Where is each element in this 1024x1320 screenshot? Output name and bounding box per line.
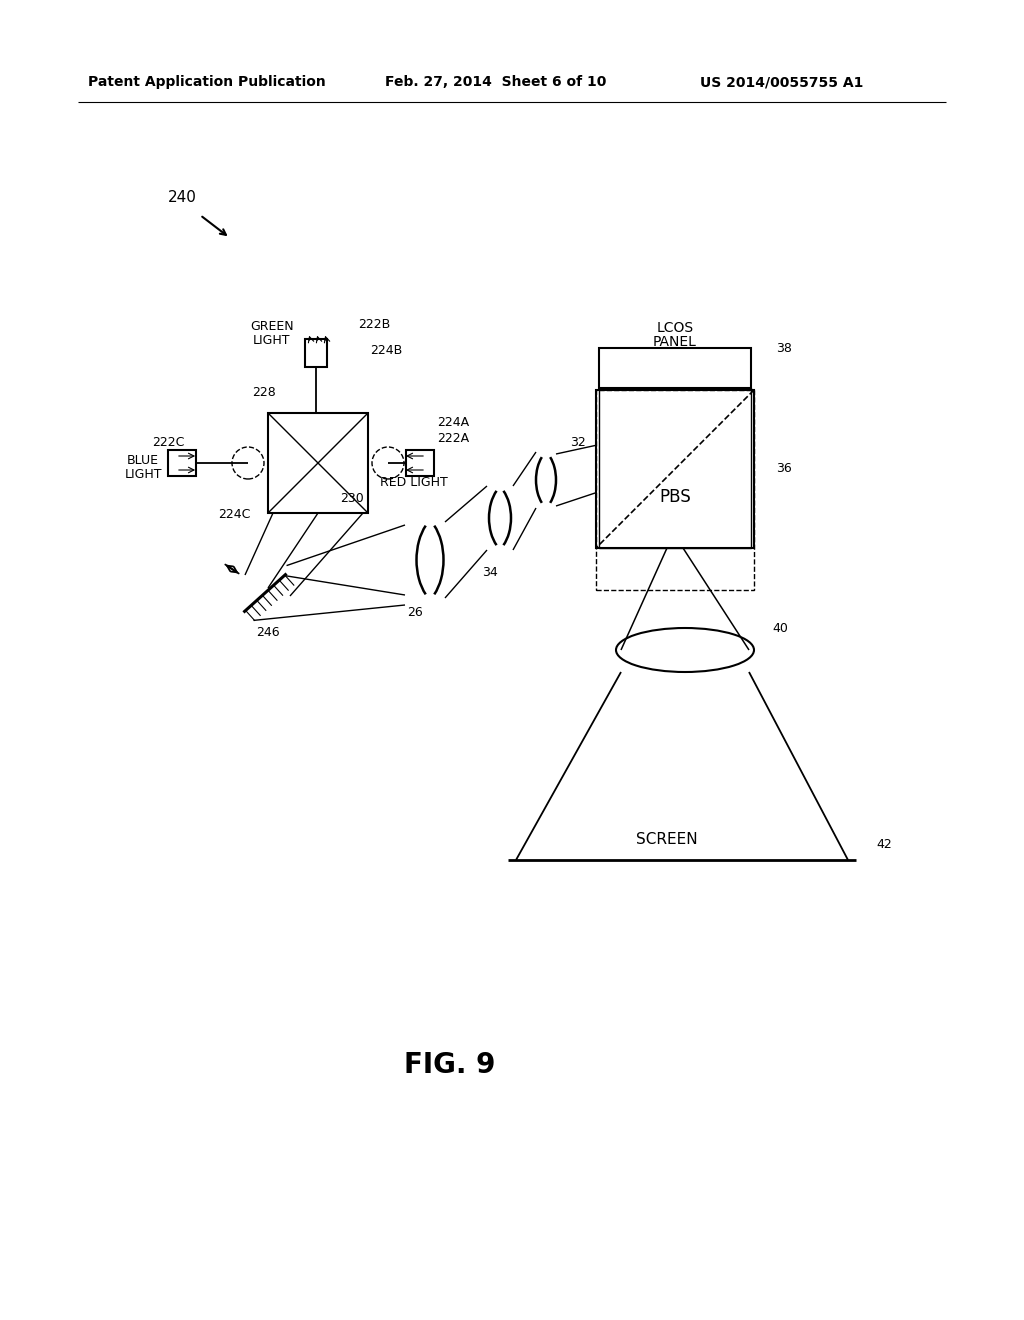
Text: 32: 32 [570, 436, 586, 449]
Text: 36: 36 [776, 462, 792, 475]
Text: 222C: 222C [152, 436, 184, 449]
Text: LIGHT: LIGHT [253, 334, 291, 346]
Text: PANEL: PANEL [653, 335, 697, 348]
Text: 240: 240 [168, 190, 197, 206]
Bar [305, 339, 327, 367]
Text: GREEN: GREEN [250, 319, 294, 333]
Text: Patent Application Publication: Patent Application Publication [88, 75, 326, 88]
Bar [596, 389, 754, 590]
Text: 222A: 222A [437, 433, 469, 446]
Text: LCOS: LCOS [656, 321, 693, 335]
Bar [599, 388, 751, 548]
Text: 224B: 224B [370, 343, 402, 356]
Text: Feb. 27, 2014  Sheet 6 of 10: Feb. 27, 2014 Sheet 6 of 10 [385, 75, 606, 88]
Text: FIG. 9: FIG. 9 [404, 1051, 496, 1078]
Text: 42: 42 [876, 838, 892, 851]
Text: PBS: PBS [659, 488, 691, 507]
Text: BLUE: BLUE [127, 454, 159, 466]
Text: 246: 246 [256, 626, 280, 639]
Text: US 2014/0055755 A1: US 2014/0055755 A1 [700, 75, 863, 88]
Text: SCREEN: SCREEN [636, 833, 697, 847]
Bar [168, 450, 196, 477]
Text: 38: 38 [776, 342, 792, 355]
Bar [599, 348, 751, 388]
Text: 222B: 222B [358, 318, 390, 331]
Text: 230: 230 [340, 491, 364, 504]
Text: RED LIGHT: RED LIGHT [380, 475, 447, 488]
Text: 224C: 224C [218, 507, 251, 520]
Bar [268, 413, 368, 513]
Text: 34: 34 [482, 565, 498, 578]
Text: 228: 228 [252, 385, 275, 399]
Text: 26: 26 [408, 606, 423, 619]
Text: LIGHT: LIGHT [124, 467, 162, 480]
Text: 40: 40 [772, 622, 787, 635]
Bar [406, 450, 434, 477]
Text: 224A: 224A [437, 417, 469, 429]
Bar [596, 389, 754, 548]
